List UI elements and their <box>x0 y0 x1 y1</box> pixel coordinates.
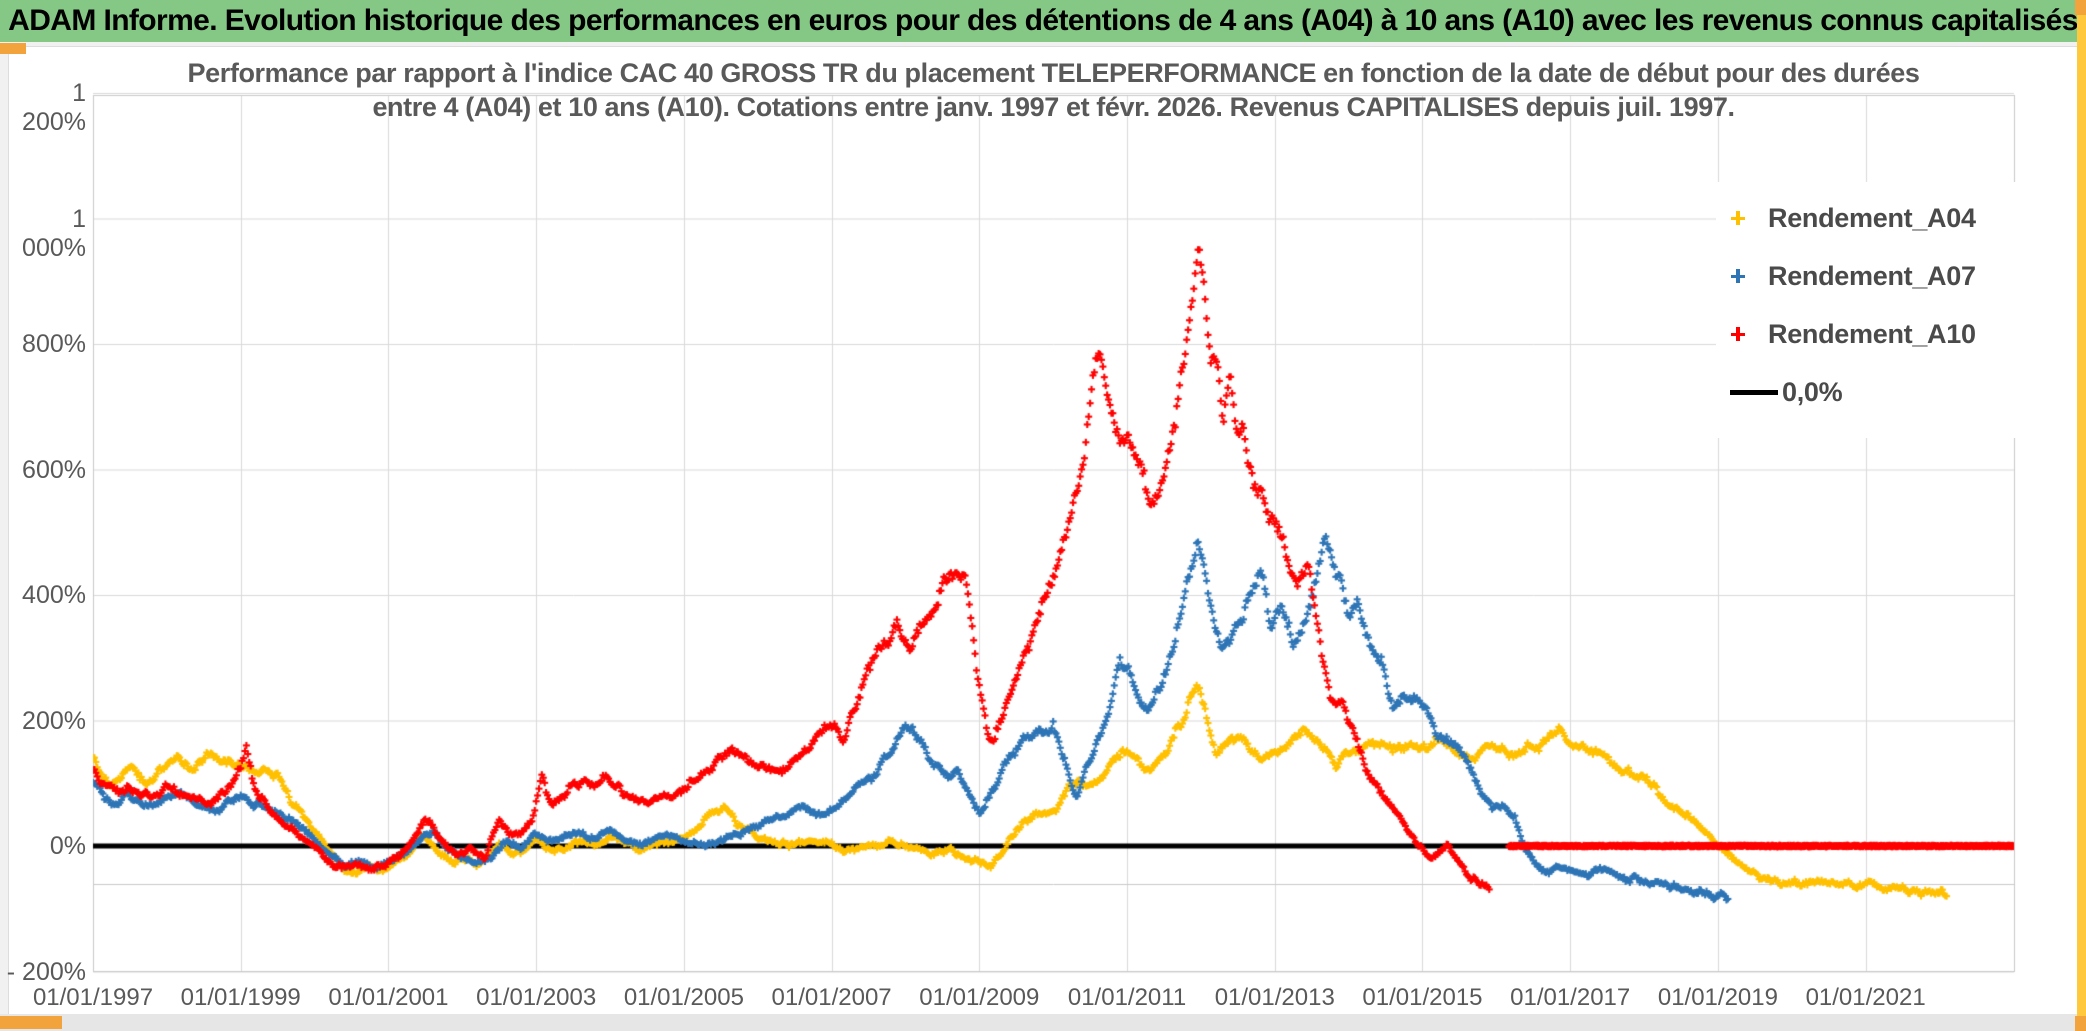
chart-legend: Rendement_A04 Rendement_A07 Rendement_A10 0… <box>1716 182 2028 438</box>
y-axis-tick-label: 0% <box>49 832 86 860</box>
x-axis-tick-label: 01/01/2017 <box>1510 984 1631 1011</box>
x-axis-tick-label: 01/01/2007 <box>771 984 892 1011</box>
plus-marker-icon <box>1730 210 1746 226</box>
legend-item-zero-line: 0,0% <box>1730 370 2028 414</box>
y-axis-tick-label: 200% <box>22 706 86 735</box>
accent-top-left <box>0 43 26 54</box>
y-axis-tick-label: 800% <box>22 330 86 358</box>
x-axis-tick-label: 01/01/2019 <box>1657 984 1778 1011</box>
legend-item-rendement_a04: Rendement_A04 <box>1730 196 2028 240</box>
zero-line-swatch <box>1730 389 1778 395</box>
bottom-strip <box>0 1014 2086 1031</box>
accent-bottom-left <box>0 1016 62 1029</box>
legend-label: 0,0% <box>1782 376 1843 407</box>
legend-label: Rendement_A04 <box>1768 202 1976 233</box>
x-axis-tick-label: 01/01/2005 <box>623 984 744 1011</box>
right-frame-bar <box>2077 0 2086 1031</box>
accent-bottom-right <box>2075 1016 2086 1031</box>
chart-title-line2: entre 4 (A04) et 10 ans (A10). Cotations… <box>372 92 1735 122</box>
legend-item-rendement_a07: Rendement_A07 <box>1730 254 2028 298</box>
y-axis-tick-label: 1 200% <box>22 79 86 136</box>
plus-marker-icon <box>1730 268 1746 284</box>
x-axis-tick-label: 01/01/2009 <box>919 984 1040 1011</box>
y-axis-tick-label: 1 000% <box>22 204 86 262</box>
y-axis-tick-label: 600% <box>22 455 86 484</box>
chart-title: Performance par rapport à l'indice CAC 4… <box>93 56 2014 124</box>
x-axis-tick-label: 01/01/2015 <box>1362 984 1483 1011</box>
plus-marker-icon <box>1730 326 1746 342</box>
x-axis-tick-label: 01/01/2021 <box>1805 984 1926 1011</box>
x-axis-tick-label: 01/01/2013 <box>1214 984 1335 1011</box>
x-axis-tick-label: 01/01/2011 <box>1067 984 1187 1011</box>
x-axis-tick-label: 01/01/1997 <box>32 984 154 1011</box>
y-axis-tick-label: 400% <box>22 581 86 609</box>
legend-label: Rendement_A07 <box>1768 260 1976 291</box>
x-axis-tick-label: 01/01/2003 <box>476 984 597 1011</box>
x-axis-tick-label: 01/01/2001 <box>328 984 449 1011</box>
chart-title-line1: Performance par rapport à l'indice CAC 4… <box>187 58 1920 88</box>
legend-item-rendement_a10: Rendement_A10 <box>1730 312 2028 356</box>
accent-top-right <box>2075 0 2086 15</box>
x-axis-tick-label: 01/01/1999 <box>180 984 301 1011</box>
legend-label: Rendement_A10 <box>1768 318 1976 349</box>
y-axis-tick-label: - 200% <box>6 957 86 986</box>
